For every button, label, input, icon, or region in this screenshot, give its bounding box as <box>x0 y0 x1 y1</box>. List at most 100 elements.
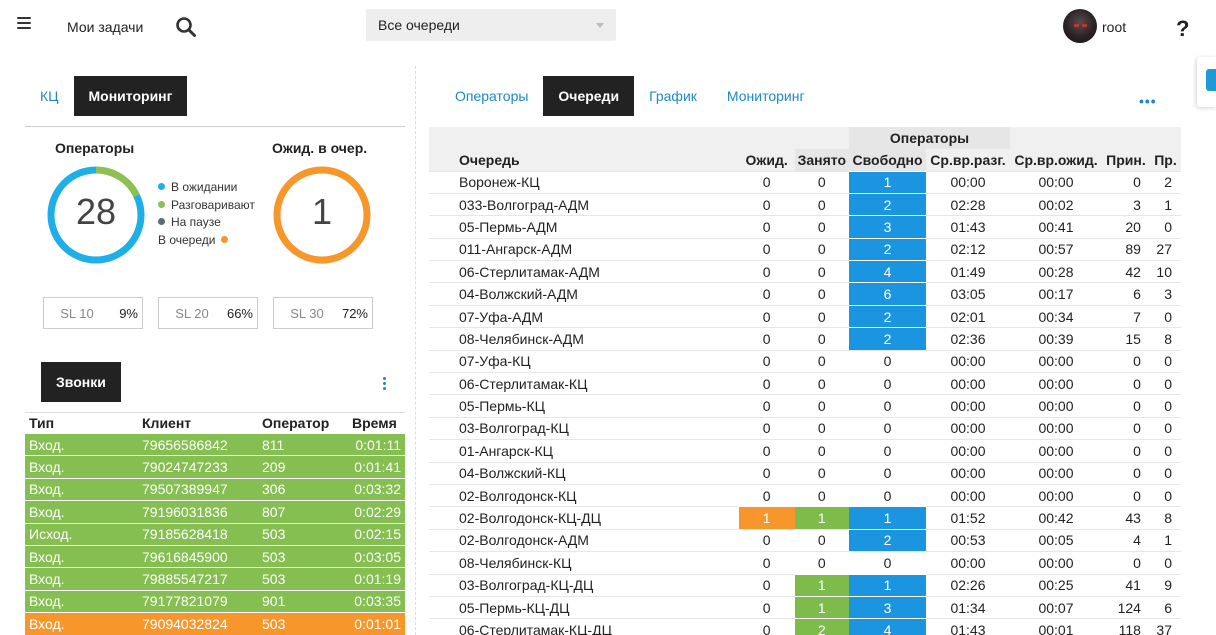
table-row[interactable]: Вход. 79616845900 503 0:03:05 <box>25 544 405 568</box>
cell-avg-wait: 00:00 <box>1009 170 1102 194</box>
cell-busy: 0 <box>794 349 850 373</box>
cell-queue: 05-Пермь-АДМ <box>429 215 739 239</box>
cell-operator: 811 <box>258 432 348 456</box>
col-avg-talk[interactable]: Ср.вр.разг. <box>926 149 1010 171</box>
cell-accepted: 0 <box>1101 483 1150 507</box>
cell-accepted: 0 <box>1101 170 1150 194</box>
cell-busy: 1 <box>794 506 850 530</box>
sl-10-box: SL 10 9% <box>43 297 143 329</box>
legend-in-queue: В очереди <box>158 232 255 250</box>
cell-type: Вход. <box>25 432 138 456</box>
cell-avg-talk: 02:01 <box>926 304 1010 328</box>
cell-busy: 2 <box>794 618 850 635</box>
calls-table-header: Тип Клиент Оператор Время <box>25 412 405 434</box>
table-row[interactable]: Вход. 79885547217 503 0:01:19 <box>25 567 405 591</box>
cell-busy: 0 <box>794 439 850 463</box>
col-waiting[interactable]: Ожид. <box>738 149 795 171</box>
tab-monitoring[interactable]: Мониторинг <box>73 76 188 116</box>
search-icon[interactable] <box>175 16 197 38</box>
table-row[interactable]: Воронеж-КЦ 0 0 1 00:00 00:00 0 2 <box>429 170 1181 194</box>
cell-missed: 2 <box>1149 170 1181 194</box>
menu-icon[interactable] <box>17 17 31 31</box>
table-row[interactable]: 033-Волгоград-АДМ 0 0 2 02:28 00:02 3 1 <box>429 192 1181 216</box>
side-panel-tab[interactable] <box>1197 57 1216 107</box>
table-row[interactable]: 02-Волгодонск-КЦ-ДЦ 1 1 1 01:52 00:42 43 8 <box>429 506 1181 530</box>
col-operator[interactable]: Оператор <box>258 412 348 434</box>
table-row[interactable]: Вход. 79196031836 807 0:02:29 <box>25 500 405 524</box>
table-row[interactable]: 01-Ангарск-КЦ 0 0 0 00:00 00:00 0 0 <box>429 439 1181 463</box>
col-free[interactable]: Свободно <box>849 149 926 171</box>
cell-waiting: 0 <box>738 372 795 395</box>
col-missed[interactable]: Пр. <box>1149 149 1181 171</box>
cell-avg-talk: 02:26 <box>926 573 1010 597</box>
table-row[interactable]: 05-Пермь-АДМ 0 0 3 01:43 00:41 20 0 <box>429 215 1181 239</box>
calls-button[interactable]: Звонки <box>41 362 121 402</box>
kebab-menu-icon[interactable] <box>383 377 387 391</box>
table-row[interactable]: 011-Ангарск-АДМ 0 0 2 02:12 00:57 89 27 <box>429 237 1181 261</box>
table-row[interactable]: 06-Стерлитамак-КЦ 0 0 0 00:00 00:00 0 0 <box>429 372 1181 395</box>
queue-select[interactable]: Все очереди <box>366 9 616 41</box>
cell-waiting: 0 <box>738 215 795 239</box>
cell-avg-wait: 00:00 <box>1009 551 1102 575</box>
table-row[interactable]: 06-Стерлитамак-АДМ 0 0 4 01:49 00:28 42 10 <box>429 260 1181 283</box>
col-type[interactable]: Тип <box>25 412 138 434</box>
cell-queue: 08-Челябинск-АДМ <box>429 327 739 351</box>
cell-missed: 8 <box>1149 327 1181 351</box>
cell-waiting: 0 <box>738 237 795 261</box>
table-row[interactable]: 04-Волжский-КЦ 0 0 0 00:00 00:00 0 0 <box>429 461 1181 485</box>
col-accepted[interactable]: Прин. <box>1101 149 1150 171</box>
cell-queue: 033-Волгоград-АДМ <box>429 192 739 216</box>
cell-accepted: 3 <box>1101 192 1150 216</box>
table-row[interactable]: 04-Волжский-АДМ 0 0 6 03:05 00:17 6 3 <box>429 282 1181 306</box>
cell-free: 1 <box>849 573 926 597</box>
col-busy[interactable]: Занято <box>794 149 850 171</box>
my-tasks-link[interactable]: Мои задачи <box>67 19 144 35</box>
cell-avg-wait: 00:42 <box>1009 506 1102 530</box>
col-avg-wait[interactable]: Ср.вр.ожид. <box>1009 149 1102 171</box>
cell-free: 0 <box>849 394 926 418</box>
table-row[interactable]: 02-Волгодонск-КЦ 0 0 0 00:00 00:00 0 0 <box>429 483 1181 507</box>
table-row[interactable]: Исход. 79185628418 503 0:02:15 <box>25 522 405 546</box>
table-row[interactable]: Вход. 79507389947 306 0:03:32 <box>25 477 405 501</box>
table-row[interactable]: 07-Уфа-КЦ 0 0 0 00:00 00:00 0 0 <box>429 349 1181 373</box>
avatar[interactable] <box>1063 9 1097 43</box>
cell-avg-wait: 00:00 <box>1009 372 1102 395</box>
tab-operators[interactable]: Операторы <box>455 88 529 104</box>
col-queue[interactable]: Очередь <box>429 149 739 171</box>
cell-queue: 08-Челябинск-КЦ <box>429 551 739 575</box>
table-row[interactable]: 03-Волгоград-КЦ 0 0 0 00:00 00:00 0 0 <box>429 416 1181 440</box>
help-icon[interactable]: ? <box>1176 16 1190 41</box>
table-row[interactable]: 08-Челябинск-АДМ 0 0 2 02:36 00:39 15 8 <box>429 327 1181 351</box>
more-icon[interactable]: ••• <box>1139 93 1157 109</box>
table-row[interactable]: Вход. 79656586842 811 0:01:11 <box>25 432 405 456</box>
tab-queues[interactable]: Очереди <box>543 76 635 116</box>
table-row[interactable]: 05-Пермь-КЦ-ДЦ 0 1 3 01:34 00:07 124 6 <box>429 595 1181 619</box>
cell-avg-wait: 00:00 <box>1009 439 1102 463</box>
tab-kc[interactable]: КЦ <box>40 88 59 104</box>
col-time[interactable]: Время <box>348 412 405 434</box>
table-row[interactable]: 05-Пермь-КЦ 0 0 0 00:00 00:00 0 0 <box>429 394 1181 418</box>
table-row[interactable]: 03-Волгоград-КЦ-ДЦ 0 1 1 02:26 00:25 41 9 <box>429 573 1181 597</box>
cell-queue: 04-Волжский-КЦ <box>429 461 739 485</box>
table-row[interactable]: 07-Уфа-АДМ 0 0 2 02:01 00:34 7 0 <box>429 304 1181 328</box>
table-row[interactable]: Вход. 79177821079 901 0:03:35 <box>25 589 405 613</box>
cell-waiting: 0 <box>738 618 795 635</box>
col-client[interactable]: Клиент <box>138 412 258 434</box>
cell-free: 2 <box>849 237 926 261</box>
cell-busy: 0 <box>794 304 850 328</box>
cell-waiting: 1 <box>738 506 795 530</box>
cell-time: 0:02:15 <box>348 522 405 546</box>
tab-schedule[interactable]: График <box>649 88 697 104</box>
cell-time: 0:02:29 <box>348 500 405 524</box>
cell-queue: 06-Стерлитамак-КЦ <box>429 372 739 395</box>
table-row[interactable]: 06-Стерлитамак-КЦ-ДЦ 0 2 4 01:43 00:01 118 37 <box>429 618 1181 635</box>
username[interactable]: root <box>1102 19 1127 35</box>
tab-monitoring-right[interactable]: Мониторинг <box>726 88 805 104</box>
sl-10-label: SL 10 <box>60 306 94 321</box>
table-row[interactable]: 02-Волгодонск-АДМ 0 0 2 00:53 00:05 4 1 <box>429 528 1181 552</box>
table-row[interactable]: Вход. 79024747233 209 0:01:41 <box>25 455 405 479</box>
table-row[interactable]: 08-Челябинск-КЦ 0 0 0 00:00 00:00 0 0 <box>429 551 1181 575</box>
left-panel: КЦ Мониторинг Операторы 28 В ожидании Раз… <box>25 66 405 635</box>
cell-busy: 1 <box>794 595 850 619</box>
table-row[interactable]: Вход. 79094032824 503 0:01:01 <box>25 612 405 635</box>
